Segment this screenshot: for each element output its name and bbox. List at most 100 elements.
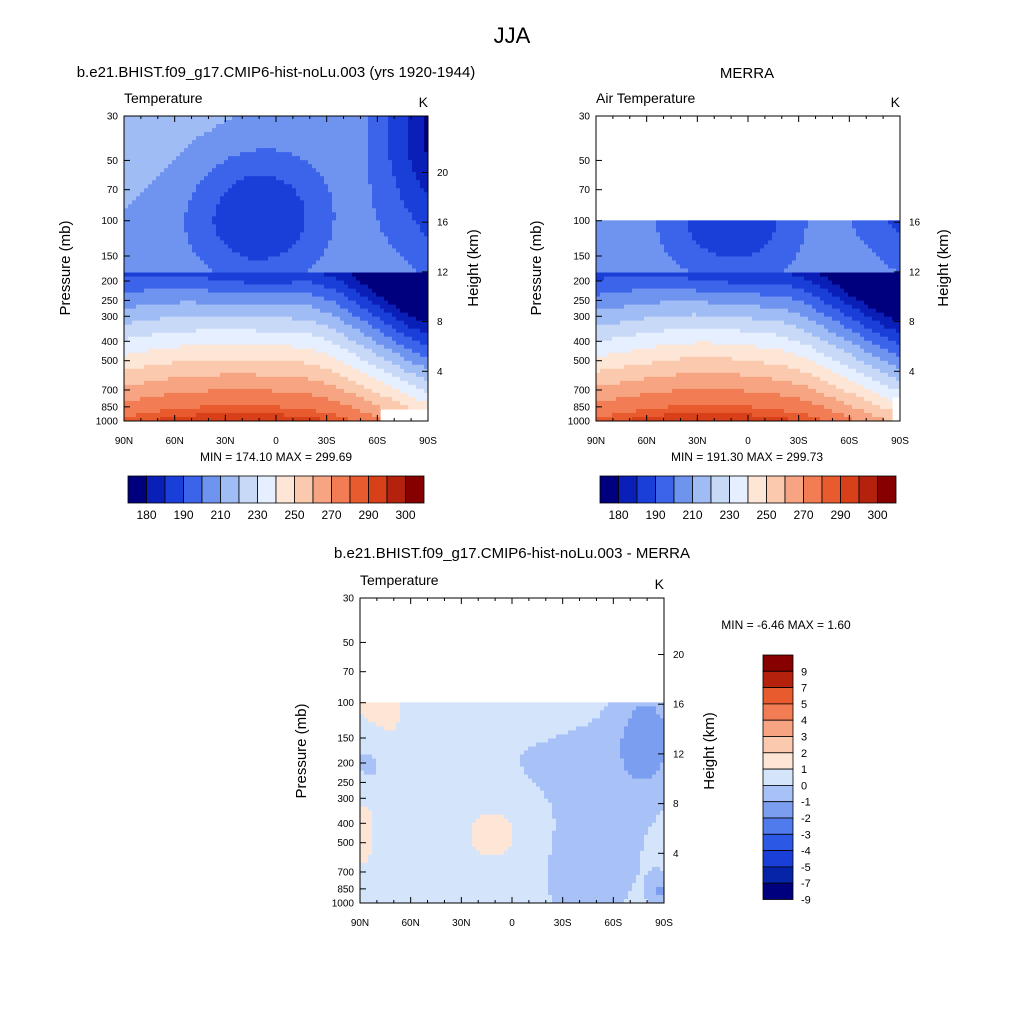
contour-cell — [140, 268, 145, 274]
contour-cell — [180, 252, 185, 258]
contour-cell — [180, 184, 185, 189]
contour-cell — [236, 148, 241, 153]
contour-cell — [156, 288, 161, 294]
contour-cell — [244, 180, 249, 185]
contour-cell — [336, 224, 341, 229]
contour-cell — [272, 220, 277, 225]
contour-cell — [280, 324, 285, 330]
contour-cell — [400, 268, 405, 274]
contour-cell — [348, 312, 353, 318]
contour-cell — [144, 148, 149, 153]
contour-cell — [368, 180, 373, 185]
contour-cell — [288, 200, 293, 205]
contour-cell — [148, 124, 153, 129]
contour-cell — [304, 368, 309, 374]
contour-cell — [396, 336, 401, 342]
contour-cell — [308, 220, 313, 225]
contour-cell — [408, 324, 413, 330]
contour-cell — [216, 364, 221, 370]
contour-cell — [424, 164, 428, 169]
contour-cell — [268, 312, 273, 318]
contour-cell — [140, 272, 145, 278]
contour-cell — [416, 116, 421, 121]
contour-cell — [284, 204, 289, 209]
contour-cell — [372, 276, 377, 282]
contour-cell — [376, 212, 381, 217]
contour-cell — [160, 284, 165, 290]
contour-cell — [216, 116, 221, 121]
contour-cell — [420, 360, 425, 366]
contour-cell — [380, 272, 385, 278]
contour-cell — [128, 120, 133, 125]
contour-cell — [308, 292, 313, 298]
contour-cell — [364, 348, 369, 354]
contour-cell — [140, 292, 145, 298]
contour-cell — [328, 268, 333, 274]
contour-cell — [308, 356, 313, 362]
contour-cell — [152, 328, 157, 334]
contour-cell — [180, 316, 185, 322]
contour-cell — [376, 272, 381, 278]
contour-cell — [424, 332, 428, 338]
contour-cell — [312, 364, 317, 370]
contour-cell — [204, 328, 209, 334]
contour-cell — [420, 204, 425, 209]
contour-cell — [216, 292, 221, 298]
contour-cell — [252, 204, 257, 209]
contour-cell — [208, 320, 213, 326]
contour-cell — [196, 236, 201, 241]
contour-cell — [140, 196, 145, 201]
contour-cell — [228, 336, 233, 342]
contour-cell — [292, 240, 297, 246]
contour-cell — [312, 304, 317, 310]
contour-cell — [392, 296, 397, 302]
contour-cell — [316, 268, 321, 274]
contour-cell — [176, 276, 181, 282]
contour-cell — [224, 252, 229, 258]
contour-cell — [136, 304, 141, 310]
contour-cell — [408, 344, 413, 350]
contour-cell — [304, 144, 309, 149]
contour-cell — [388, 308, 393, 314]
contour-cell — [352, 252, 357, 258]
contour-cell — [300, 352, 305, 358]
contour-cell — [144, 328, 149, 334]
contour-cell — [160, 124, 165, 129]
contour-cell — [172, 136, 177, 141]
contour-cell — [396, 252, 401, 258]
contour-cell — [284, 160, 289, 165]
contour-cell — [332, 312, 337, 318]
contour-cell — [372, 328, 377, 334]
contour-cell — [372, 136, 377, 141]
contour-cell — [424, 200, 428, 205]
contour-cell — [296, 248, 301, 254]
contour-cell — [144, 344, 149, 350]
contour-cell — [152, 268, 157, 274]
contour-cell — [276, 340, 281, 346]
contour-cell — [140, 148, 145, 153]
contour-cell — [392, 332, 397, 338]
contour-cell — [376, 252, 381, 258]
contour-cell — [276, 260, 281, 266]
contour-cell — [248, 268, 253, 274]
contour-cell — [216, 256, 221, 262]
contour-cell — [412, 196, 417, 201]
contour-cell — [420, 180, 425, 185]
contour-cell — [360, 360, 365, 366]
contour-cell — [392, 228, 397, 233]
contour-cell — [348, 348, 353, 354]
contour-cell — [396, 168, 401, 173]
contour-cell — [280, 312, 285, 318]
contour-cell — [368, 204, 373, 209]
contour-cell — [248, 272, 253, 278]
contour-cell — [144, 244, 149, 250]
contour-cell — [404, 304, 409, 310]
contour-cell — [312, 116, 317, 121]
contour-cell — [132, 260, 137, 266]
contour-cell — [276, 288, 281, 294]
contour-cell — [392, 224, 397, 229]
contour-cell — [424, 336, 428, 342]
contour-cell — [424, 132, 428, 137]
contour-cell — [176, 136, 181, 141]
contour-cell — [340, 228, 345, 233]
